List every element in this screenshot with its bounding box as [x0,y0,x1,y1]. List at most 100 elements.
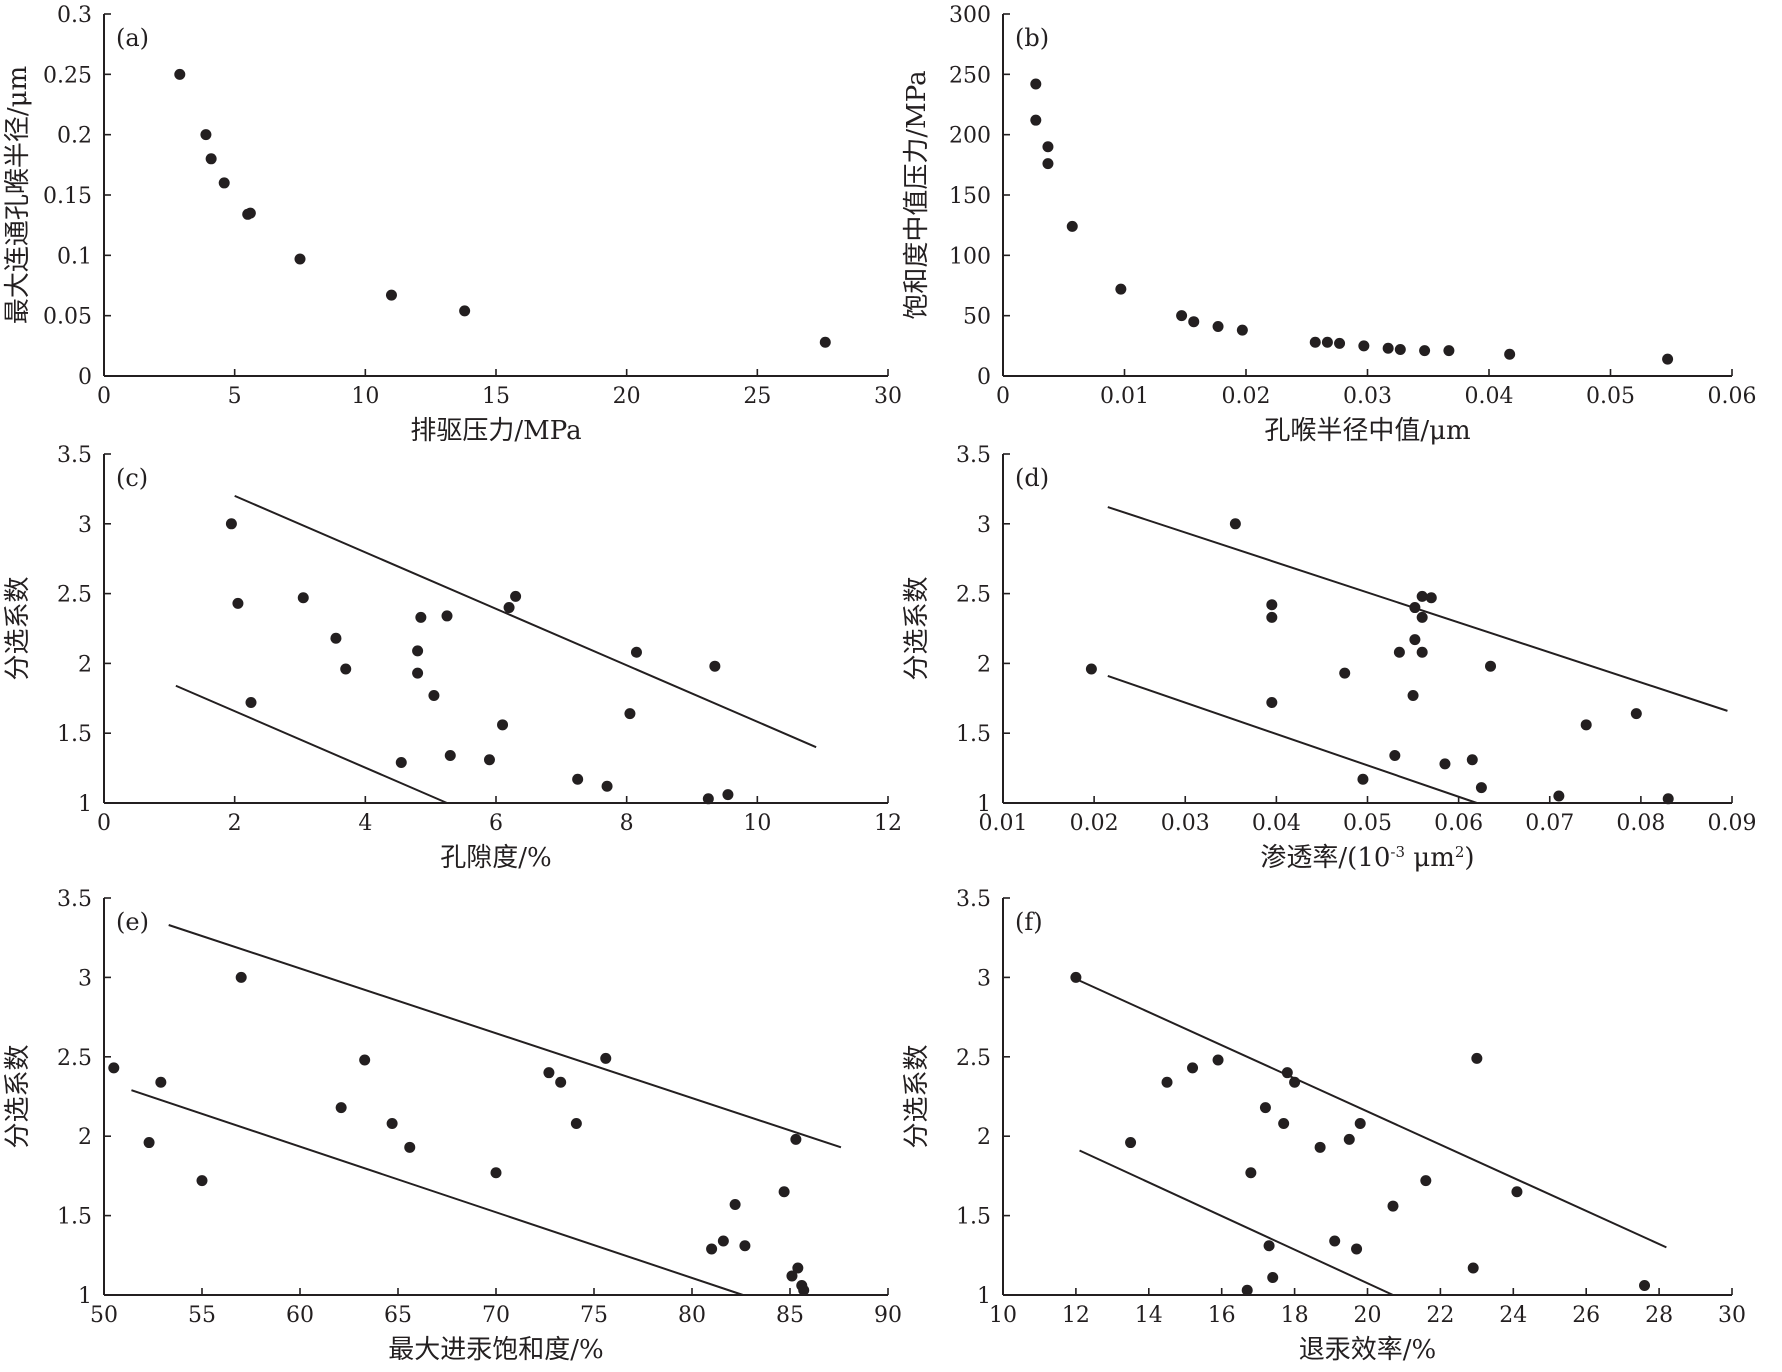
y-axis-title: 分选系数 [902,576,932,680]
data-point [1351,1243,1363,1255]
data-point [441,610,453,622]
data-point [1314,1141,1326,1153]
y-tick-label: 300 [949,3,991,28]
x-tick-label: 6 [489,811,503,836]
data-point [1266,599,1278,611]
data-point [778,1186,790,1198]
x-axis-title-part: μm [1405,843,1455,873]
data-point [624,708,636,720]
x-tick-label: 50 [90,1303,118,1328]
data-point [1187,1062,1199,1074]
x-tick-label: 30 [874,384,902,409]
x-tick-label: 14 [1135,1303,1163,1328]
data-point [108,1062,120,1074]
panel-f: 10 12 14 16 18 20 22 24 26 28 30 1 1.5 2 2.5 3 3.5 (f) 退汞效… [902,887,1746,1365]
y-axis-title: 最大连通孔喉半径/μm [3,66,33,324]
data-point [200,129,212,141]
y-tick-label: 1.5 [57,722,92,747]
y-tick-label: 100 [949,244,991,269]
data-point [1580,719,1592,731]
data-point [1329,1235,1341,1247]
x-tick-label: 0.01 [1100,384,1149,409]
data-point [503,602,515,614]
data-point [709,660,721,672]
trend-line [168,924,842,1149]
x-tick-label: 65 [384,1303,412,1328]
x-tick-label: 18 [1281,1303,1309,1328]
data-point [294,253,306,265]
data-point [1236,324,1248,336]
panel-label: (b) [1015,24,1049,52]
data-point [1241,1284,1253,1296]
panel-e: 50 55 60 65 70 75 80 85 90 1 1.5 2 2.5 3 3.5 (e) 最大进汞饱和度… [3,887,902,1365]
y-tick-label: 1 [977,1284,991,1309]
panel-c: 0 2 4 6 8 10 12 1 1.5 2 2.5 3 3.5 (c) 孔隙度/% 分选系数 [3,443,902,873]
data-point [819,336,831,348]
x-tick-label: 0.03 [1343,384,1392,409]
data-point [245,696,257,708]
trend-line [1079,1149,1394,1296]
data-point [385,289,397,301]
x-tick-label: 0.06 [1708,384,1757,409]
y-tick-label: 0 [78,365,92,390]
data-point [1439,758,1451,770]
data-point [1357,773,1369,785]
x-axis-title-part: ) [1464,843,1474,873]
x-tick-label: 0.04 [1465,384,1514,409]
y-tick-label: 2.5 [57,1046,92,1071]
y-axis-title: 分选系数 [902,1044,932,1148]
data-point [1382,342,1394,354]
trend-line [234,494,817,749]
panel-label: (e) [116,908,149,936]
data-point [497,719,509,731]
data-point [1266,611,1278,623]
data-point [1416,611,1428,623]
data-point [359,1054,371,1066]
x-tick-label: 0.05 [1343,811,1392,836]
data-point [1125,1137,1137,1149]
data-point [218,177,230,189]
data-point [1389,750,1401,762]
data-point [1030,114,1042,126]
data-point [297,592,309,604]
data-point [722,789,734,801]
data-point [1115,283,1127,295]
x-tick-label: 0 [97,811,111,836]
y-tick-label: 1 [977,792,991,817]
x-tick-label: 55 [188,1303,216,1328]
data-point [1334,337,1346,349]
x-axis-title: 孔喉半径中值/μm [1264,416,1470,446]
data-point [1212,321,1224,333]
y-tick-label: 3.5 [956,443,991,468]
y-tick-label: 2 [977,1125,991,1150]
x-tick-label: 22 [1426,1303,1454,1328]
y-tick-label: 3 [977,513,991,538]
y-tick-label: 3.5 [57,443,92,468]
y-tick-label: 3.5 [57,887,92,912]
data-point [790,1133,802,1145]
data-point [1511,1186,1523,1198]
y-tick-label: 150 [949,184,991,209]
x-axis-title: 渗透率/(10-3 μm2) [1260,843,1474,873]
data-point [1042,158,1054,170]
y-tick-label: 2 [78,652,92,677]
x-tick-label: 24 [1499,1303,1527,1328]
y-tick-label: 1.5 [956,722,991,747]
data-point [1176,310,1188,322]
y-tick-label: 3 [977,966,991,991]
y-tick-label: 0.05 [43,305,92,330]
y-tick-label: 1 [78,1284,92,1309]
data-point [412,667,424,679]
data-point [1343,1133,1355,1145]
x-axis-title: 排驱压力/MPa [410,416,581,446]
x-axis-title-part: -3 [1390,843,1405,861]
x-tick-label: 0.05 [1586,384,1635,409]
x-tick-label: 0 [996,384,1010,409]
data-point [792,1262,804,1274]
data-point [702,793,714,805]
data-point [428,690,440,702]
data-point [786,1270,798,1282]
data-point [1267,1272,1279,1284]
data-point [330,632,342,644]
panel-label: (a) [116,24,149,52]
